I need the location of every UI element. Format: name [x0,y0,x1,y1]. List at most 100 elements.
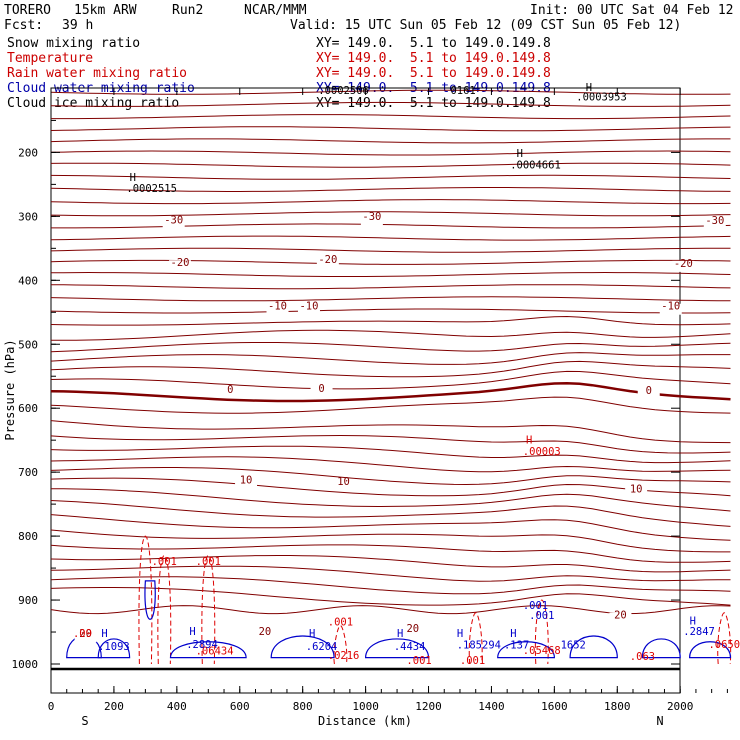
isotherm-line [50,420,731,444]
rain-water-contours [138,535,732,665]
cloud-water-label: .6204 [306,641,338,653]
x-tick-label: 1200 [415,700,442,713]
isotherm-line [50,381,731,403]
rain-label: .0216 [328,650,360,662]
rain-contour [534,599,549,665]
temperature-label: 10 [240,475,253,487]
isotherm-line [50,259,731,265]
temperature-label-bg [609,612,632,624]
rain-label: .001 [460,655,485,667]
isotherm-line [50,284,731,290]
model-name: TORERO [4,3,51,18]
cloud-water-label: .185294 [457,640,501,652]
isotherm-line [50,477,731,497]
temperature-label-bg [297,303,320,315]
cloud-water-label: 1652 [561,640,586,652]
isotherm-line [50,162,731,168]
y-tick-label: 500 [18,338,38,351]
isotherm-line [50,296,731,302]
isotherm-line [50,352,731,365]
isotherm-line [50,308,731,314]
temperature-label-bg [253,629,276,641]
valid-time: Valid: 15 UTC Sun 05 Feb 12 (09 CST Sun … [290,18,682,33]
x-tick-label: 1400 [478,700,505,713]
cloud-water-label: H [510,628,516,640]
isotherm-line [50,199,731,205]
isotherm-line [50,126,731,132]
cloud-water-label: .1093 [98,641,130,653]
temperature-label: 10 [337,476,350,488]
rain-contour [468,612,483,665]
isotherm-line [50,434,731,454]
isotherm-line [51,223,731,229]
ice-snow-label: .0004661 [510,159,561,171]
temperature-label: 0 [646,385,652,397]
rain-label: .05468 [523,645,561,657]
right-endpoint-label: N [656,714,663,728]
y-axis-title: Pressure (hPa) [3,339,17,440]
legend-xy-snow: XY= 149.0. 5.1 to 149.0.149.8 [316,36,551,51]
rain-label: .001 [152,556,177,568]
y-tick-label: 400 [18,274,38,287]
rain-label: .0650 [708,639,740,651]
cloud-water-contour [364,638,430,659]
isotherm-line [51,114,731,120]
run-name: Run2 [172,3,204,18]
cloud-water-contour [144,580,156,620]
run-description: 15km ARW [74,3,137,18]
axes: 0 200 400 600 800 1000 1200 1400 1600 1800 2000200… [3,88,728,728]
cloud-water-label: .2894 [186,639,218,651]
rain-label: .001 [328,617,353,629]
temperature-label-bg [672,260,695,272]
cloud-water-contour [569,635,618,659]
isotherm-line [50,514,731,541]
isotherm-line [50,271,731,277]
y-tick-label: 300 [18,210,38,223]
temperature-label-bg [332,478,355,490]
rain-label: .001 [196,556,221,568]
temperature-label: 20 [406,623,419,635]
organization: NCAR/MMM [244,3,307,18]
isotherm-line [50,138,731,144]
cloud-water-label: .4434 [394,641,426,653]
rain-contour [717,612,732,665]
isotherm-line [50,565,731,582]
isotherm-line [50,396,731,414]
temperature-label-bg [219,386,242,398]
x-tick-label: 2000 [667,700,694,713]
x-tick-label: 200 [104,700,124,713]
isotherm-line [50,456,731,473]
rain-label: .001 [406,655,431,667]
forecast-label: Fcst: [4,18,44,33]
legend-xy-cloud-ice: XY= 149.0. 5.1 to 149.0.149.8 [316,96,551,111]
temperature-label-bg [659,303,682,315]
isotherm-line [50,174,731,180]
cloud-water-label: H [457,628,463,640]
isotherm-line [50,529,731,553]
cloud-water-label: .001 [529,610,554,622]
rain-contour [333,625,348,665]
temperature-label: 20 [614,610,627,622]
cloud-water-contour [497,641,556,659]
cloud-water-label: .137 [504,640,529,652]
temperature-label-bg [168,260,191,272]
legend-xy-temperature: XY= 149.0. 5.1 to 149.0.149.8 [316,51,551,66]
temperature-label-bg [625,486,648,498]
forecast-hours: 39 h [62,18,94,33]
isotherm-line [51,488,731,512]
isotherm-line [50,211,731,217]
isotherm-line [50,445,731,464]
temperature-label: -30 [362,211,381,223]
cloud-water-label: H [309,628,315,640]
y-tick-label: 1000 [12,658,39,671]
isotherm-line [50,101,731,107]
legend-label-rain: Rain water mixing ratio [7,66,188,81]
isotherm-line [50,342,731,353]
isotherm-line [50,150,731,156]
x-tick-label: 400 [167,700,187,713]
legend-label-temperature: Temperature [7,51,94,66]
ice-snow-label: H [586,82,592,94]
ice-snow-label: .0003953 [576,92,627,104]
cloud-water-label: .001 [523,600,548,612]
temperature-label-bg [74,631,97,643]
